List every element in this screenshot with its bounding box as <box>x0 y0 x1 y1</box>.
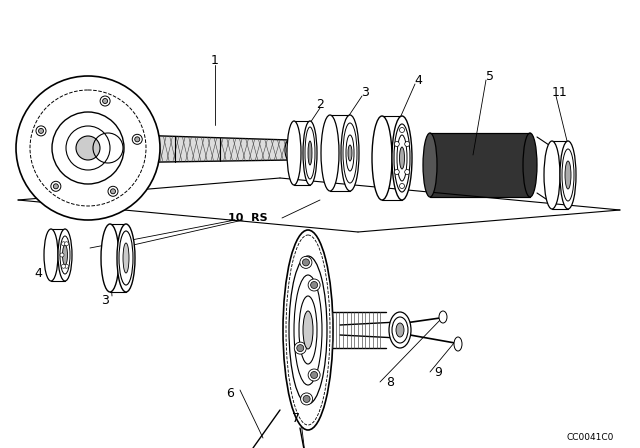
Ellipse shape <box>285 140 293 160</box>
Ellipse shape <box>60 236 70 274</box>
Text: 9: 9 <box>434 366 442 379</box>
Ellipse shape <box>123 243 129 273</box>
Ellipse shape <box>454 337 462 351</box>
Text: 8: 8 <box>386 375 394 388</box>
Ellipse shape <box>108 186 118 196</box>
Ellipse shape <box>101 224 119 292</box>
Ellipse shape <box>389 312 411 348</box>
Text: 11: 11 <box>552 86 568 99</box>
Ellipse shape <box>303 311 313 349</box>
Ellipse shape <box>294 275 322 385</box>
Ellipse shape <box>102 99 108 103</box>
Ellipse shape <box>394 142 399 146</box>
Ellipse shape <box>423 133 437 197</box>
Ellipse shape <box>394 169 399 175</box>
Text: 2: 2 <box>316 98 324 111</box>
Ellipse shape <box>36 126 46 136</box>
Ellipse shape <box>396 323 404 337</box>
Text: 6: 6 <box>226 387 234 400</box>
Text: 7: 7 <box>292 412 300 425</box>
Ellipse shape <box>65 242 68 246</box>
Ellipse shape <box>100 96 110 106</box>
Ellipse shape <box>308 369 320 381</box>
Ellipse shape <box>44 229 58 281</box>
Polygon shape <box>430 133 530 197</box>
Ellipse shape <box>392 317 408 343</box>
Ellipse shape <box>301 393 312 405</box>
Ellipse shape <box>321 115 339 191</box>
Ellipse shape <box>562 149 574 201</box>
Ellipse shape <box>544 141 560 209</box>
Ellipse shape <box>297 345 304 352</box>
Ellipse shape <box>300 256 312 268</box>
Ellipse shape <box>303 259 309 266</box>
Ellipse shape <box>58 229 72 281</box>
Ellipse shape <box>372 116 392 200</box>
Ellipse shape <box>343 123 357 183</box>
Text: 3: 3 <box>101 293 109 306</box>
Ellipse shape <box>308 141 312 165</box>
Text: 1: 1 <box>211 53 219 66</box>
Ellipse shape <box>289 256 327 404</box>
Text: 4: 4 <box>414 73 422 86</box>
Ellipse shape <box>399 184 404 189</box>
Ellipse shape <box>392 116 412 200</box>
Ellipse shape <box>303 121 317 185</box>
Ellipse shape <box>305 127 315 179</box>
Ellipse shape <box>66 126 110 170</box>
Ellipse shape <box>560 141 576 209</box>
Ellipse shape <box>399 128 404 133</box>
Ellipse shape <box>439 311 447 323</box>
Ellipse shape <box>16 76 160 220</box>
Ellipse shape <box>404 142 410 146</box>
Ellipse shape <box>63 245 67 265</box>
Ellipse shape <box>287 145 291 155</box>
Polygon shape <box>100 134 290 163</box>
Ellipse shape <box>310 281 317 289</box>
Ellipse shape <box>119 231 133 285</box>
Ellipse shape <box>397 135 407 181</box>
Text: 10  RS: 10 RS <box>228 213 268 223</box>
Text: 4: 4 <box>34 267 42 280</box>
Text: CC0041C0: CC0041C0 <box>566 432 614 441</box>
Ellipse shape <box>283 230 333 430</box>
Text: 3: 3 <box>361 86 369 99</box>
Ellipse shape <box>53 184 58 189</box>
Ellipse shape <box>346 135 354 171</box>
Ellipse shape <box>394 124 410 192</box>
Ellipse shape <box>404 169 410 175</box>
Ellipse shape <box>61 242 65 246</box>
Ellipse shape <box>310 371 317 379</box>
Ellipse shape <box>341 115 359 191</box>
Ellipse shape <box>399 147 404 169</box>
Ellipse shape <box>51 181 61 191</box>
Ellipse shape <box>60 253 64 257</box>
Ellipse shape <box>38 129 44 134</box>
Ellipse shape <box>65 264 68 268</box>
Ellipse shape <box>117 224 135 292</box>
Ellipse shape <box>111 189 115 194</box>
Ellipse shape <box>287 121 301 185</box>
Ellipse shape <box>308 279 320 291</box>
Ellipse shape <box>294 342 307 354</box>
Ellipse shape <box>523 133 537 197</box>
Ellipse shape <box>132 134 142 144</box>
Ellipse shape <box>303 396 310 402</box>
Text: 5: 5 <box>486 69 494 82</box>
Ellipse shape <box>61 264 65 268</box>
Ellipse shape <box>135 137 140 142</box>
Ellipse shape <box>348 145 352 161</box>
Ellipse shape <box>76 136 100 160</box>
Ellipse shape <box>565 161 571 189</box>
Ellipse shape <box>299 296 317 364</box>
Ellipse shape <box>52 112 124 184</box>
